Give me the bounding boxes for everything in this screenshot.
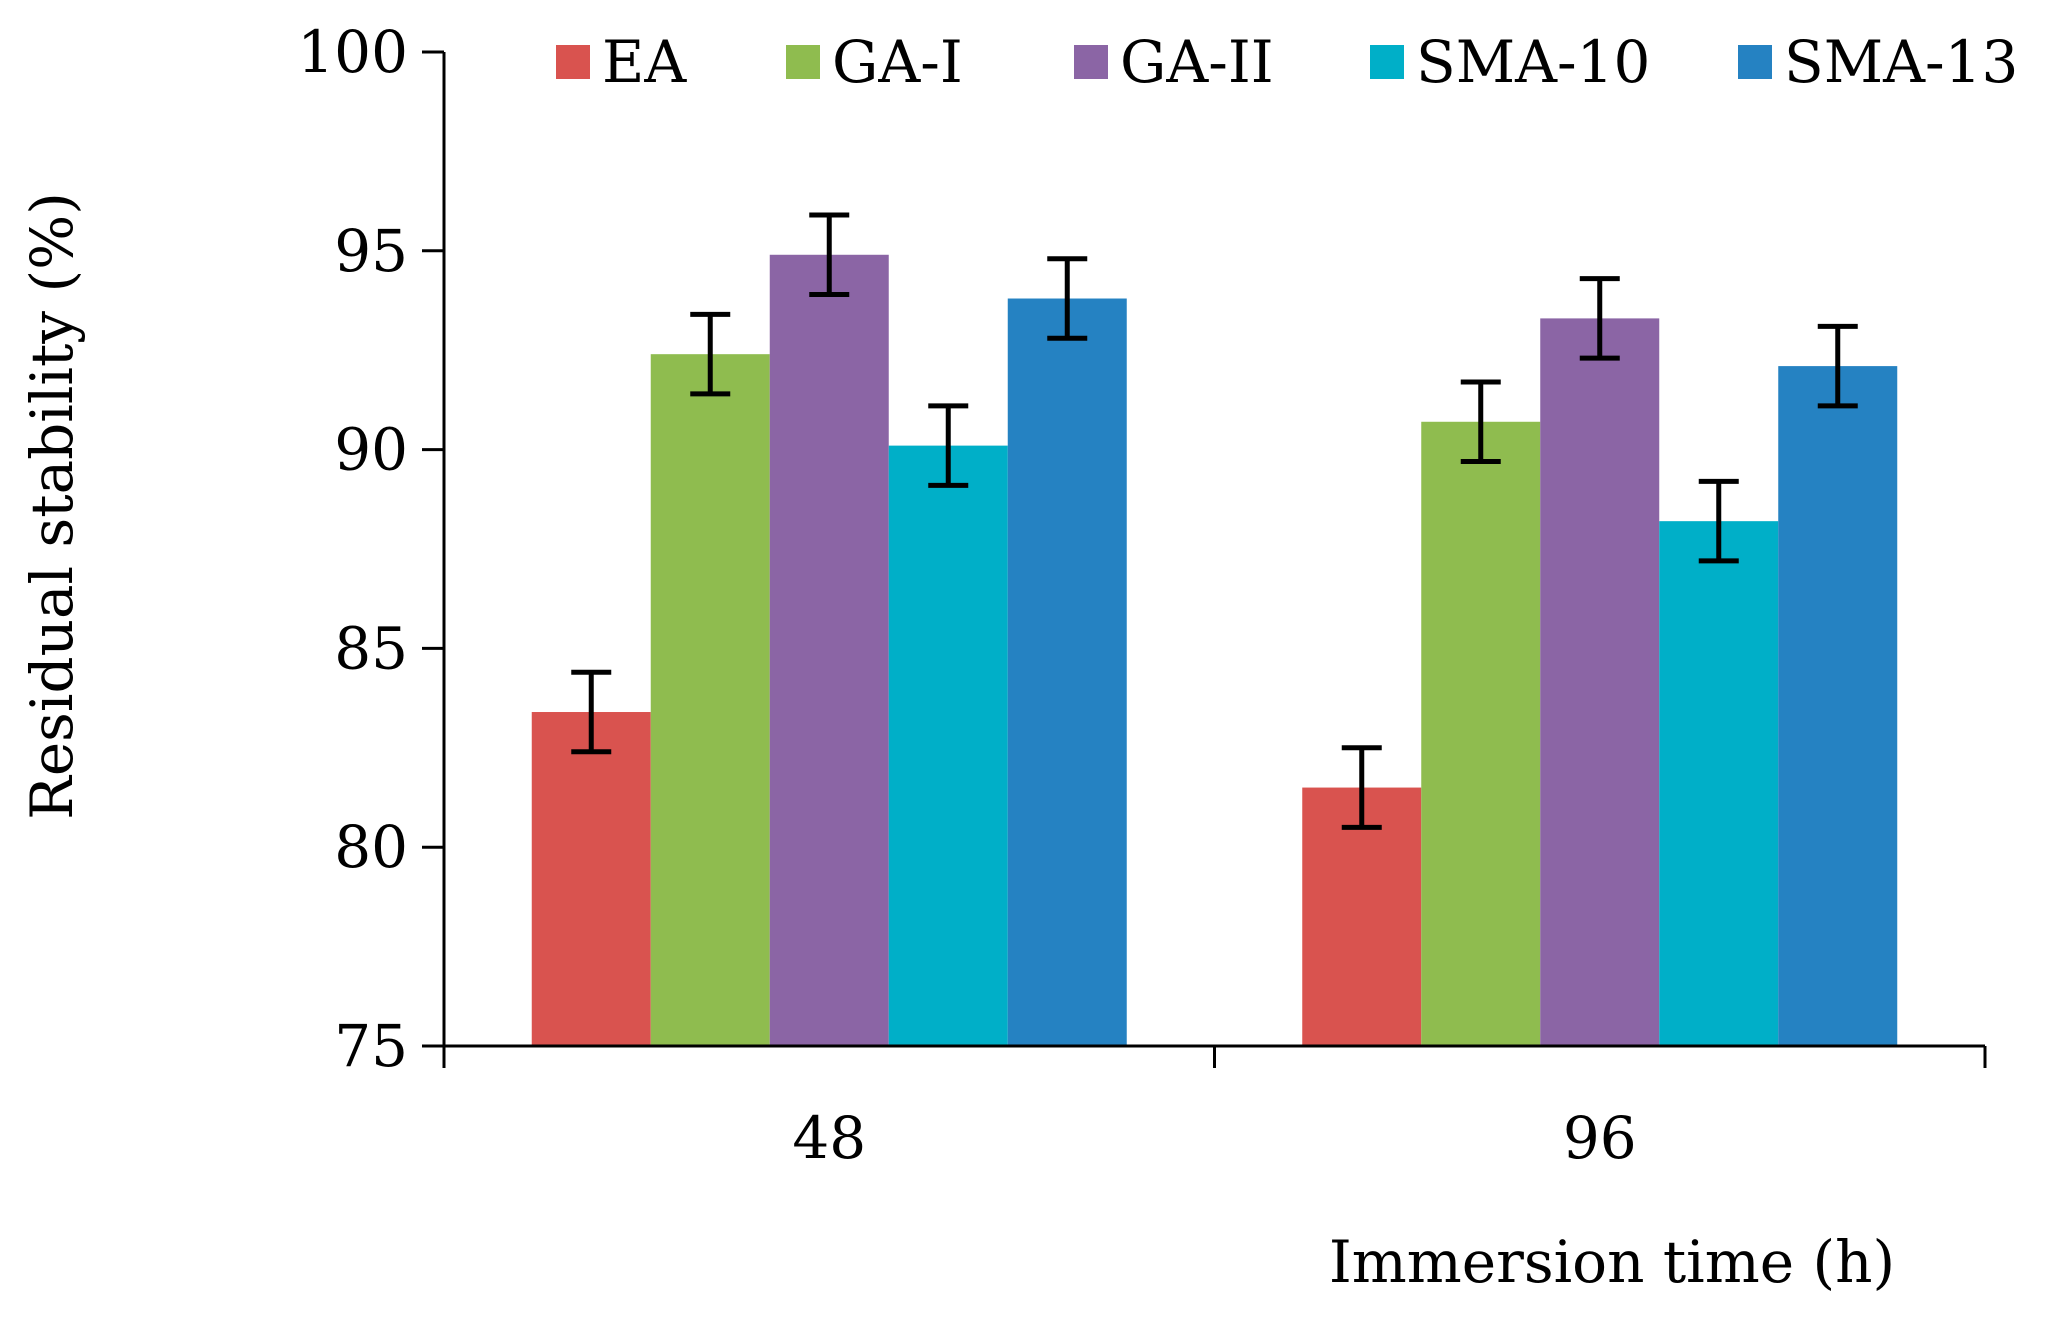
legend-item-ga-i: GA-I	[786, 28, 963, 96]
x-tick-label-48: 48	[792, 1104, 866, 1172]
legend-label-sma-13: SMA-13	[1784, 28, 2018, 96]
error-bar-sma-10-96	[1698, 478, 1739, 564]
y-tick-label-90: 90	[334, 416, 408, 484]
legend-label-ga-i: GA-I	[832, 28, 963, 96]
legend-label-ga-ii: GA-II	[1120, 28, 1274, 96]
bar-ga-ii-48	[769, 254, 889, 1046]
bar-sma-13-96	[1778, 366, 1898, 1046]
legend-item-ga-ii: GA-II	[1074, 28, 1274, 96]
x-axis-title: Immersion time (h)	[1329, 1228, 1895, 1296]
bar-ga-i-48	[650, 354, 770, 1046]
error-bar-sma-13-48	[1047, 256, 1088, 341]
bar-ga-i-96	[1421, 421, 1541, 1046]
legend-item-sma-13: SMA-13	[1738, 28, 2018, 96]
axes-group: 48 96 75 80 85 90 95 100	[297, 18, 1987, 1172]
legend: EA GA-I GA-II SMA-10 SMA-13	[556, 28, 2018, 96]
bars-group	[531, 254, 1898, 1047]
legend-swatch-ga-i	[786, 45, 820, 79]
legend-item-ea: EA	[556, 28, 687, 96]
bar-ea-96	[1302, 787, 1422, 1046]
legend-label-sma-10: SMA-10	[1416, 28, 1650, 96]
legend-swatch-ea	[556, 45, 590, 79]
error-bar-sma-10-48	[928, 403, 969, 488]
y-tick-label-80: 80	[334, 813, 408, 881]
bar-sma-10-48	[888, 445, 1008, 1046]
error-bar-sma-13-96	[1817, 323, 1858, 409]
error-bar-ea-96	[1341, 745, 1382, 830]
x-tick-label-96: 96	[1563, 1104, 1637, 1172]
error-bar-ea-48	[571, 669, 612, 755]
bar-sma-10-96	[1659, 521, 1779, 1046]
y-tick-label-95: 95	[334, 217, 408, 285]
error-bar-ga-i-96	[1460, 379, 1501, 465]
bar-ea-48	[531, 712, 651, 1046]
y-tick-label-85: 85	[334, 614, 408, 682]
bar-ga-ii-96	[1540, 318, 1660, 1047]
legend-swatch-sma-13	[1738, 45, 1772, 79]
error-bars-group	[571, 212, 1858, 830]
error-bar-ga-i-48	[690, 311, 731, 397]
error-bar-ga-ii-96	[1579, 276, 1620, 361]
bar-sma-13-48	[1007, 298, 1127, 1047]
legend-label-ea: EA	[602, 28, 687, 96]
y-tick-label-75: 75	[334, 1012, 408, 1080]
legend-item-sma-10: SMA-10	[1370, 28, 1650, 96]
error-bar-ga-ii-48	[809, 212, 850, 298]
y-axis-title: Residual stability (%)	[18, 192, 86, 820]
y-tick-label-100: 100	[297, 18, 408, 86]
legend-swatch-ga-ii	[1074, 45, 1108, 79]
legend-swatch-sma-10	[1370, 45, 1404, 79]
